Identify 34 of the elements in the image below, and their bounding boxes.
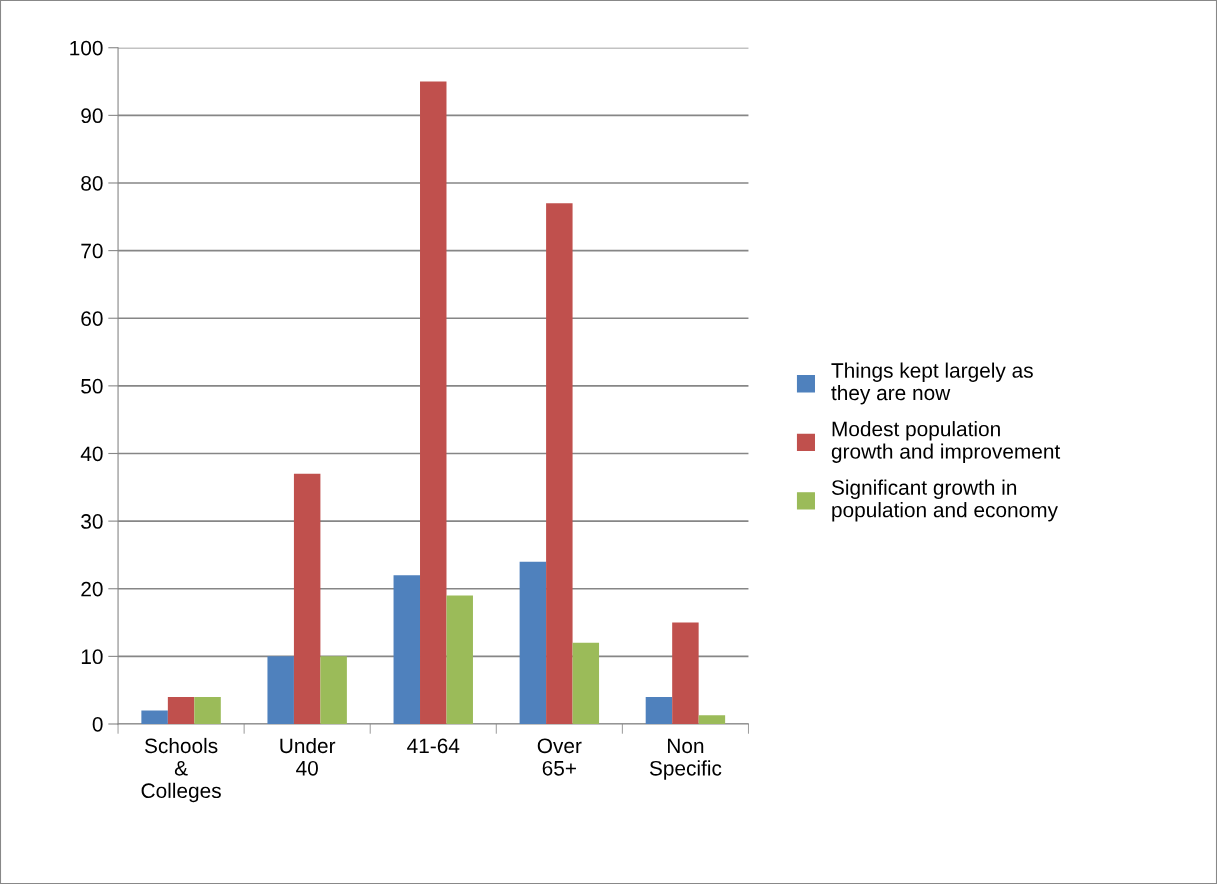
bar: [320, 656, 347, 724]
x-tick-label: 41-64: [407, 738, 460, 754]
bar: [393, 575, 421, 724]
bar: [293, 473, 321, 724]
bar: [519, 561, 547, 724]
x-tick-label: Under 40: [280, 737, 336, 776]
bar: [645, 696, 673, 724]
bar: [267, 656, 294, 724]
y-tick-label: 60: [81, 311, 103, 326]
x-tick-label: Schools & Colleges: [141, 737, 221, 803]
bar: [546, 203, 573, 724]
legend-label: Things kept largely as they are now: [831, 362, 1033, 405]
y-tick-label: 0: [92, 717, 103, 732]
y-tick-label: 80: [81, 175, 103, 191]
y-tick-label: 100: [70, 40, 103, 56]
y-tick-label: 70: [81, 243, 103, 259]
y-tick-label: 10: [81, 649, 103, 665]
bar: [420, 81, 447, 724]
bar: [572, 642, 600, 724]
x-tick-label: Non Specific: [649, 738, 722, 780]
bar: [194, 696, 221, 724]
y-tick-label: 50: [81, 378, 103, 394]
y-tick-label: 30: [81, 514, 103, 529]
bar: [167, 696, 195, 724]
legend-label: Modest population growth and improvement: [831, 421, 1061, 463]
y-tick-label: 90: [81, 108, 103, 124]
bar: [672, 622, 699, 724]
bar: [446, 595, 473, 724]
y-tick-label: 40: [80, 446, 103, 462]
legend-label: Significant growth in population and economy: [831, 479, 1058, 522]
bar: [141, 710, 168, 724]
x-tick-label: Over 65+: [537, 738, 582, 776]
y-tick-label: 20: [81, 581, 103, 597]
bar: [698, 715, 726, 724]
